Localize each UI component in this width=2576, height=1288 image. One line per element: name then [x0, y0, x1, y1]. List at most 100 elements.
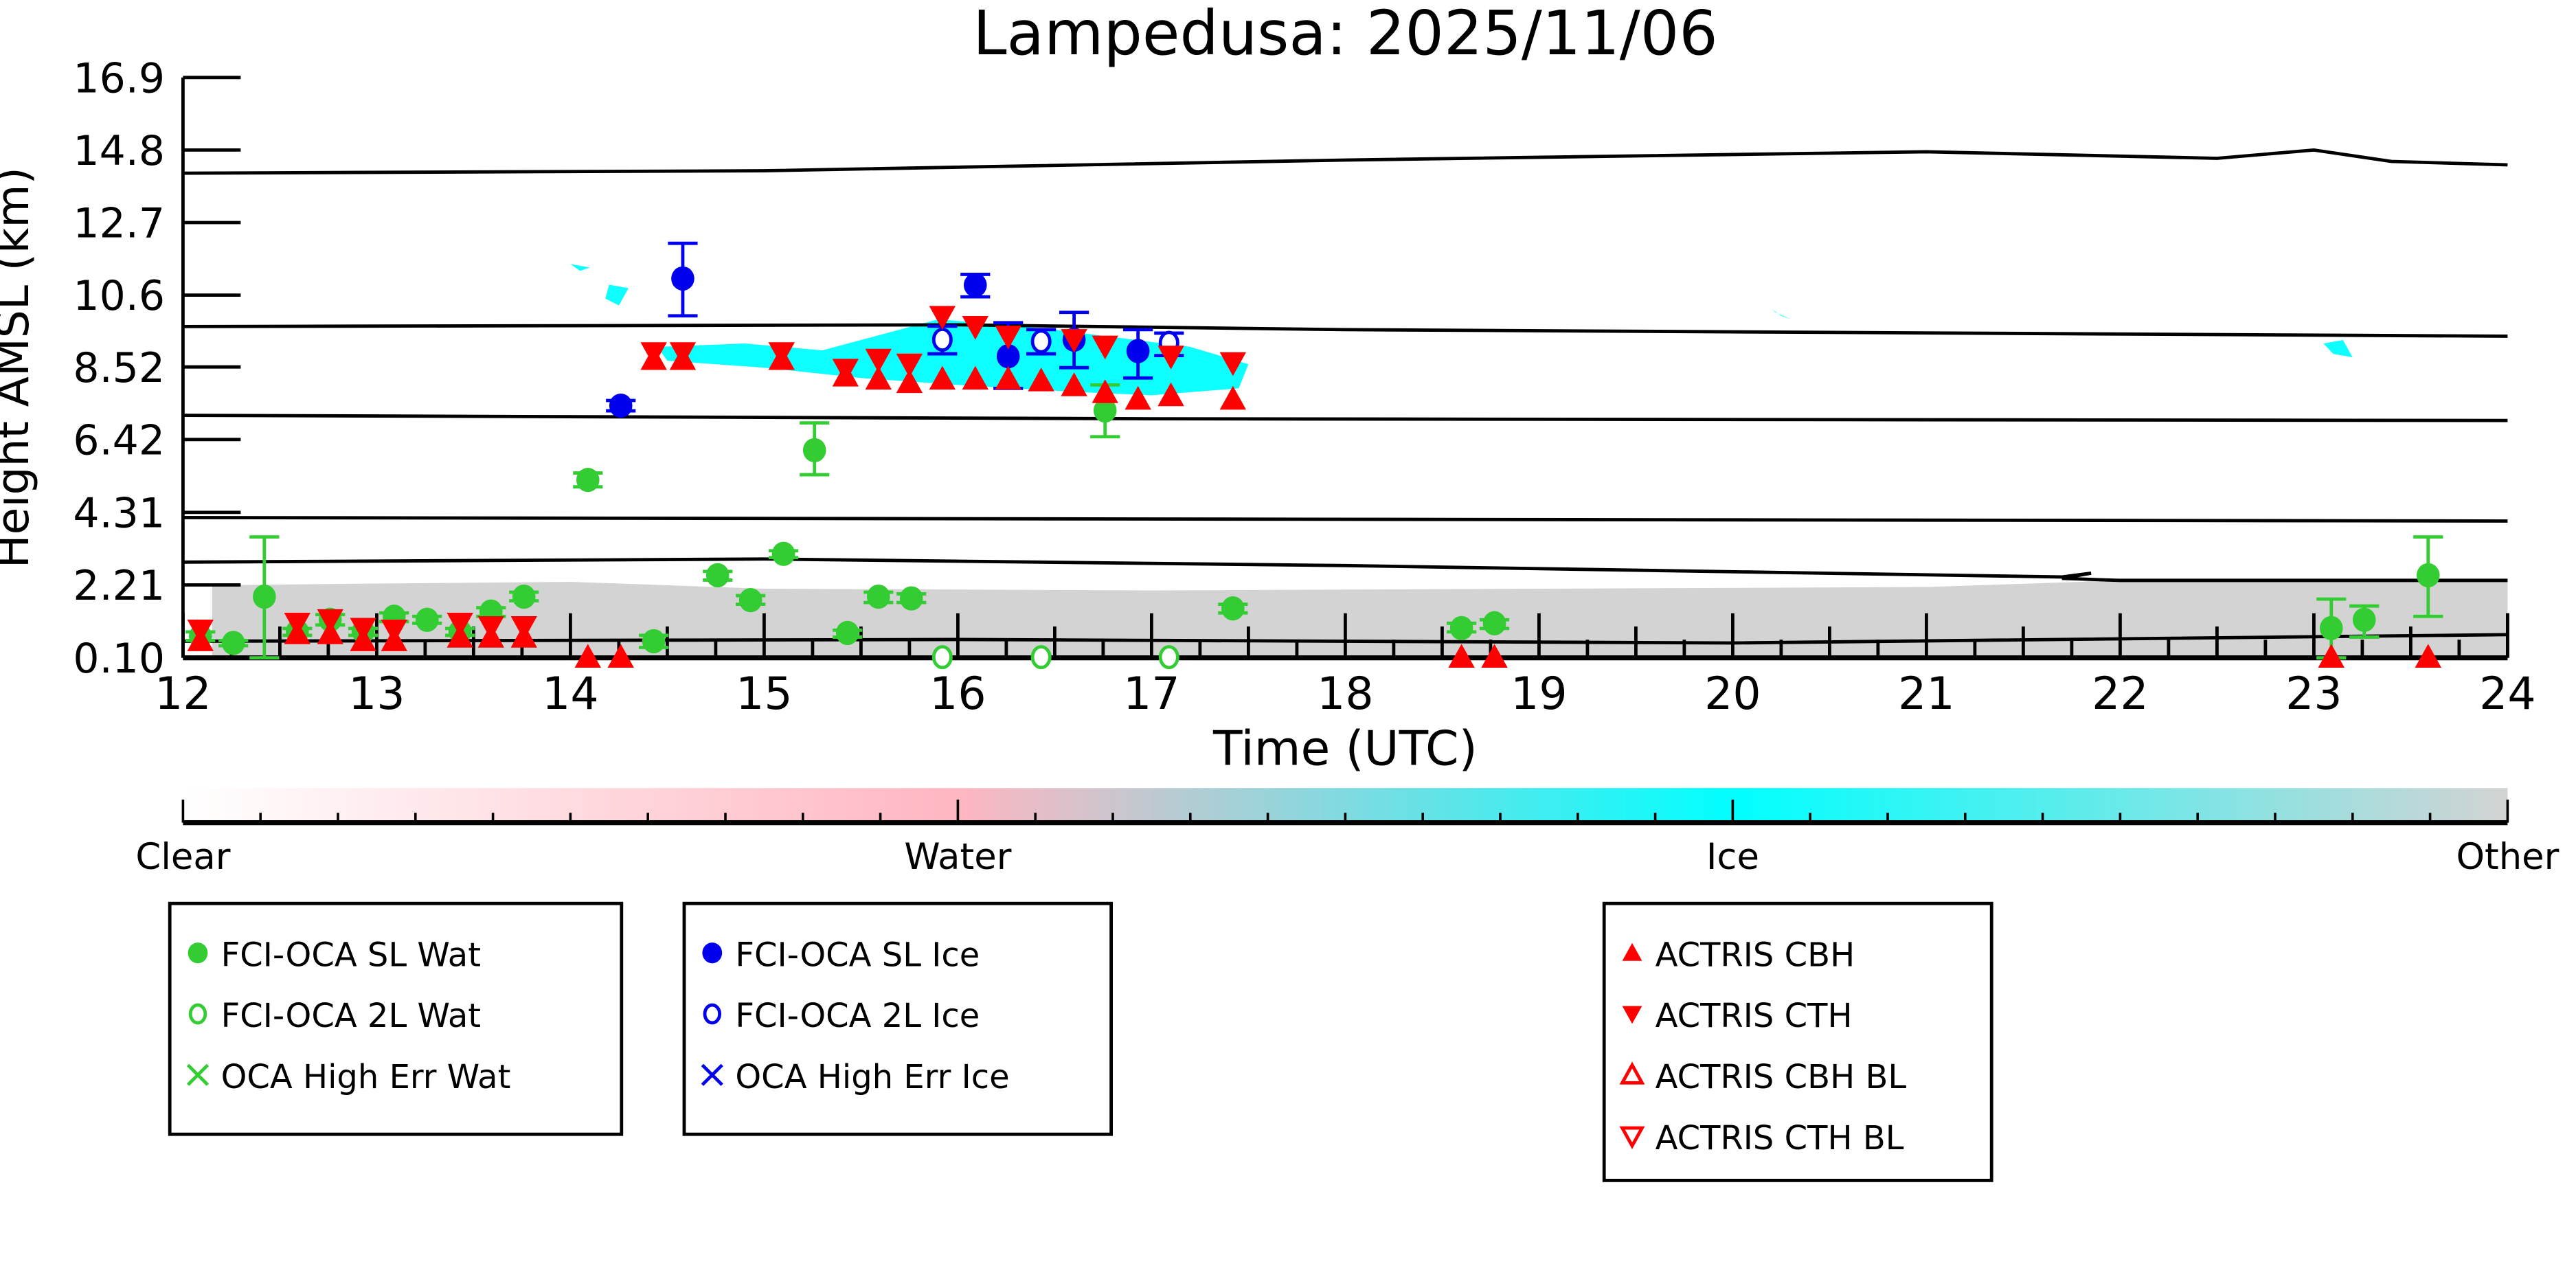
x-tick-label: 24: [2479, 668, 2535, 720]
marker-filled-circle: [2416, 563, 2440, 588]
marker-triangle-down: [381, 620, 407, 644]
cloud-mask-ice: [570, 264, 590, 271]
marker-triangle-down: [1157, 346, 1184, 370]
marker-triangle-down: [1622, 1006, 1642, 1024]
marker-open-circle: [1158, 645, 1179, 670]
marker-triangle-down: [669, 342, 697, 366]
marker-x-stroke: [186, 1063, 210, 1086]
marker-triangle-up: [1622, 942, 1642, 961]
x-tick-label: 19: [1511, 668, 1567, 720]
marker-triangle-up: [2318, 644, 2345, 668]
marker-triangle-up: [1448, 644, 1475, 668]
legend-item: OCA High Err Wat: [186, 1058, 510, 1096]
marker-triangle-down: [447, 612, 473, 637]
marker-open-circle: [931, 327, 953, 352]
marker-triangle-down: [768, 342, 795, 366]
y-tick-label: 2.21: [73, 562, 165, 610]
marker-filled-circle: [738, 587, 762, 613]
x-tick-label: 18: [1317, 668, 1373, 720]
y-axis-label: Height AMSL (km): [0, 167, 39, 568]
cloud-mask-ice: [2323, 339, 2353, 358]
marker-filled-circle: [866, 584, 890, 609]
legend-label: ACTRIS CTH BL: [1656, 1119, 1904, 1157]
marker-filled-circle: [1093, 398, 1117, 423]
marker-triangle-up: [607, 644, 634, 668]
marker-triangle-up: [1092, 379, 1118, 403]
marker-x-stroke: [701, 1063, 723, 1086]
reference-line: [183, 323, 2508, 338]
marker-filled-circle: [705, 563, 730, 588]
x-tick-label: 20: [1704, 668, 1761, 720]
y-tick-label: 16.9: [73, 54, 165, 102]
marker-triangle-down: [896, 353, 923, 378]
marker-open-circle: [931, 645, 953, 670]
legend-item: ACTRIS CBH: [1622, 936, 1855, 974]
marker-filled-circle: [802, 438, 826, 463]
legend: FCI-OCA SL Wat FCI-OCA 2L Wat OCA High Err…: [168, 901, 1993, 1182]
x-tick-label: 23: [2285, 668, 2342, 720]
legend-label: FCI-OCA 2L Ice: [735, 997, 980, 1035]
marker-triangle-down: [929, 306, 956, 330]
y-tick-label: 4.31: [73, 489, 165, 537]
plot-area: 12 13 14 15 16 17 18 19 20 21 22 23 24 0.10 2.21 4.31 6.…: [73, 54, 2535, 720]
marker-x: [186, 1063, 210, 1086]
marker-filled-circle: [996, 343, 1020, 369]
marker-filled-circle: [899, 586, 923, 611]
marker-x: [701, 1063, 723, 1086]
marker-triangle-down: [1092, 335, 1118, 360]
legend-label: ACTRIS CTH: [1656, 997, 1853, 1035]
colorbar-label: Water: [904, 836, 1011, 878]
legend-frame: [682, 901, 1113, 1136]
legend-label: ACTRIS CBH: [1656, 936, 1855, 974]
marker-open-circle: [1030, 645, 1052, 670]
x-tick-label: 21: [1898, 668, 1954, 720]
legend-item: ACTRIS CTH BL: [1619, 1119, 1904, 1157]
marker-filled-circle: [642, 629, 666, 654]
marker-triangle-down: [1061, 329, 1087, 353]
marker-triangle-down: [1219, 352, 1247, 376]
marker-triangle-up: [2415, 644, 2441, 668]
legend-item: FCI-OCA 2L Wat: [188, 997, 481, 1035]
chart-title: Lampedusa: 2025/11/06: [973, 0, 1718, 69]
marker-filled-circle: [702, 942, 723, 964]
x-tick-label: 22: [2092, 668, 2148, 720]
marker-triangle-down: [640, 342, 667, 366]
marker-filled-circle: [2352, 607, 2376, 632]
marker-triangle-down: [962, 316, 988, 340]
legend-label: FCI-OCA SL Ice: [735, 936, 980, 974]
y-tick-label: 10.6: [73, 272, 165, 320]
marker-open-triangle-up: [1619, 1061, 1645, 1085]
legend-item: FCI-OCA SL Ice: [702, 936, 980, 974]
marker-triangle-up: [1481, 644, 1508, 668]
legend-frame: [168, 901, 624, 1136]
cloud-mask-ice: [1771, 308, 1791, 319]
legend-item: ACTRIS CTH: [1622, 997, 1853, 1035]
marker-triangle-down: [832, 359, 859, 383]
marker-filled-circle: [1126, 339, 1150, 363]
marker-triangle-down: [317, 609, 343, 633]
reference-line: [183, 148, 2508, 175]
y-tick-label: 8.52: [73, 344, 165, 392]
legend-item: ACTRIS CBH BL: [1619, 1058, 1906, 1096]
marker-filled-circle: [512, 584, 536, 609]
marker-filled-circle: [2319, 615, 2343, 640]
marker-triangle-down: [865, 348, 892, 373]
cloud-mask-other: [212, 578, 2508, 658]
marker-triangle-up: [1157, 382, 1184, 407]
marker-triangle-down: [477, 615, 504, 640]
x-tick-label: 16: [929, 668, 986, 720]
colorbar-label: Ice: [1706, 836, 1759, 878]
legend-item: OCA High Err Ice: [701, 1058, 1010, 1096]
marker-open-circle: [703, 1003, 721, 1025]
marker-filled-circle: [671, 266, 694, 291]
legend-frame: [1602, 901, 1993, 1182]
x-tick-label: 17: [1123, 668, 1179, 720]
marker-filled-circle: [188, 942, 208, 964]
marker-triangle-up: [995, 365, 1021, 390]
marker-triangle-up: [865, 365, 892, 390]
marker-filled-circle: [835, 620, 859, 646]
marker-triangle-down: [350, 618, 376, 642]
series-actris-cth: [187, 306, 1247, 644]
marker-filled-circle: [609, 393, 633, 418]
